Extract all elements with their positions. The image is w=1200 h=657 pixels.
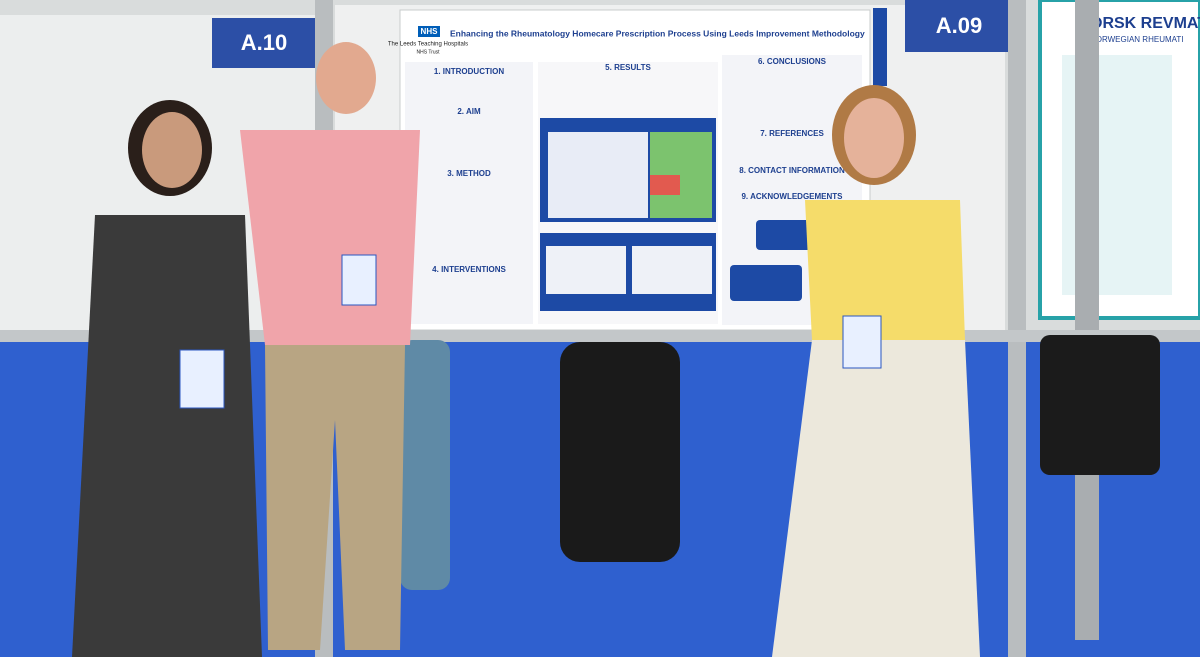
poster-column: [405, 62, 533, 324]
sign-label: A.10: [241, 30, 287, 55]
badge: [842, 315, 882, 369]
skirt: [772, 340, 980, 657]
section-heading: 1. INTRODUCTION: [434, 67, 504, 76]
top: [805, 200, 965, 340]
section-heading: 7. REFERENCES: [760, 129, 824, 138]
feedback-box: [730, 265, 802, 301]
section-heading: 3. METHOD: [447, 169, 491, 178]
sign-box: [212, 18, 316, 68]
background-person: [1040, 335, 1160, 475]
sign-label: A.09: [936, 13, 982, 38]
feedback-box: [756, 220, 816, 250]
section-heading: 4. INTERVENTIONS: [432, 265, 506, 274]
background-person: [400, 340, 450, 590]
dress: [72, 215, 262, 657]
trust-name: The Leeds Teaching Hospitals: [388, 42, 468, 48]
badge: [341, 254, 377, 306]
right-poster-subtitle: NORWEGIAN RHEUMATI: [1090, 35, 1183, 44]
results-table-body: [548, 132, 648, 218]
background-person: [560, 342, 680, 562]
pole: [1008, 0, 1026, 657]
poster-strip: [873, 8, 887, 86]
face: [844, 98, 904, 178]
right-poster-title: ORSK REVMAT: [1090, 15, 1200, 32]
face: [142, 112, 202, 188]
poster-title: Enhancing the Rheumatology Homecare Pres…: [450, 28, 865, 38]
results-heatmap-cell: [650, 175, 680, 195]
nhs-logo-box: [418, 26, 440, 37]
sign-box: [905, 0, 1013, 52]
trust-suffix: NHS Trust: [416, 49, 440, 55]
section-heading: 5. RESULTS: [605, 63, 651, 72]
face: [316, 42, 376, 114]
badge: [179, 349, 225, 409]
section-heading: 9. ACKNOWLEDGEMENTS: [741, 192, 843, 201]
pole: [1075, 0, 1099, 640]
section-heading: 8. CONTACT INFORMATION: [739, 166, 845, 175]
shirt: [240, 130, 420, 345]
nhs-logo: NHS: [421, 27, 439, 36]
flow-diagram-panel: [546, 246, 626, 294]
section-heading: 2. AIM: [457, 107, 481, 116]
section-heading: 6. CONCLUSIONS: [758, 57, 827, 66]
flow-diagram-panel: [632, 246, 712, 294]
trousers: [265, 345, 405, 650]
